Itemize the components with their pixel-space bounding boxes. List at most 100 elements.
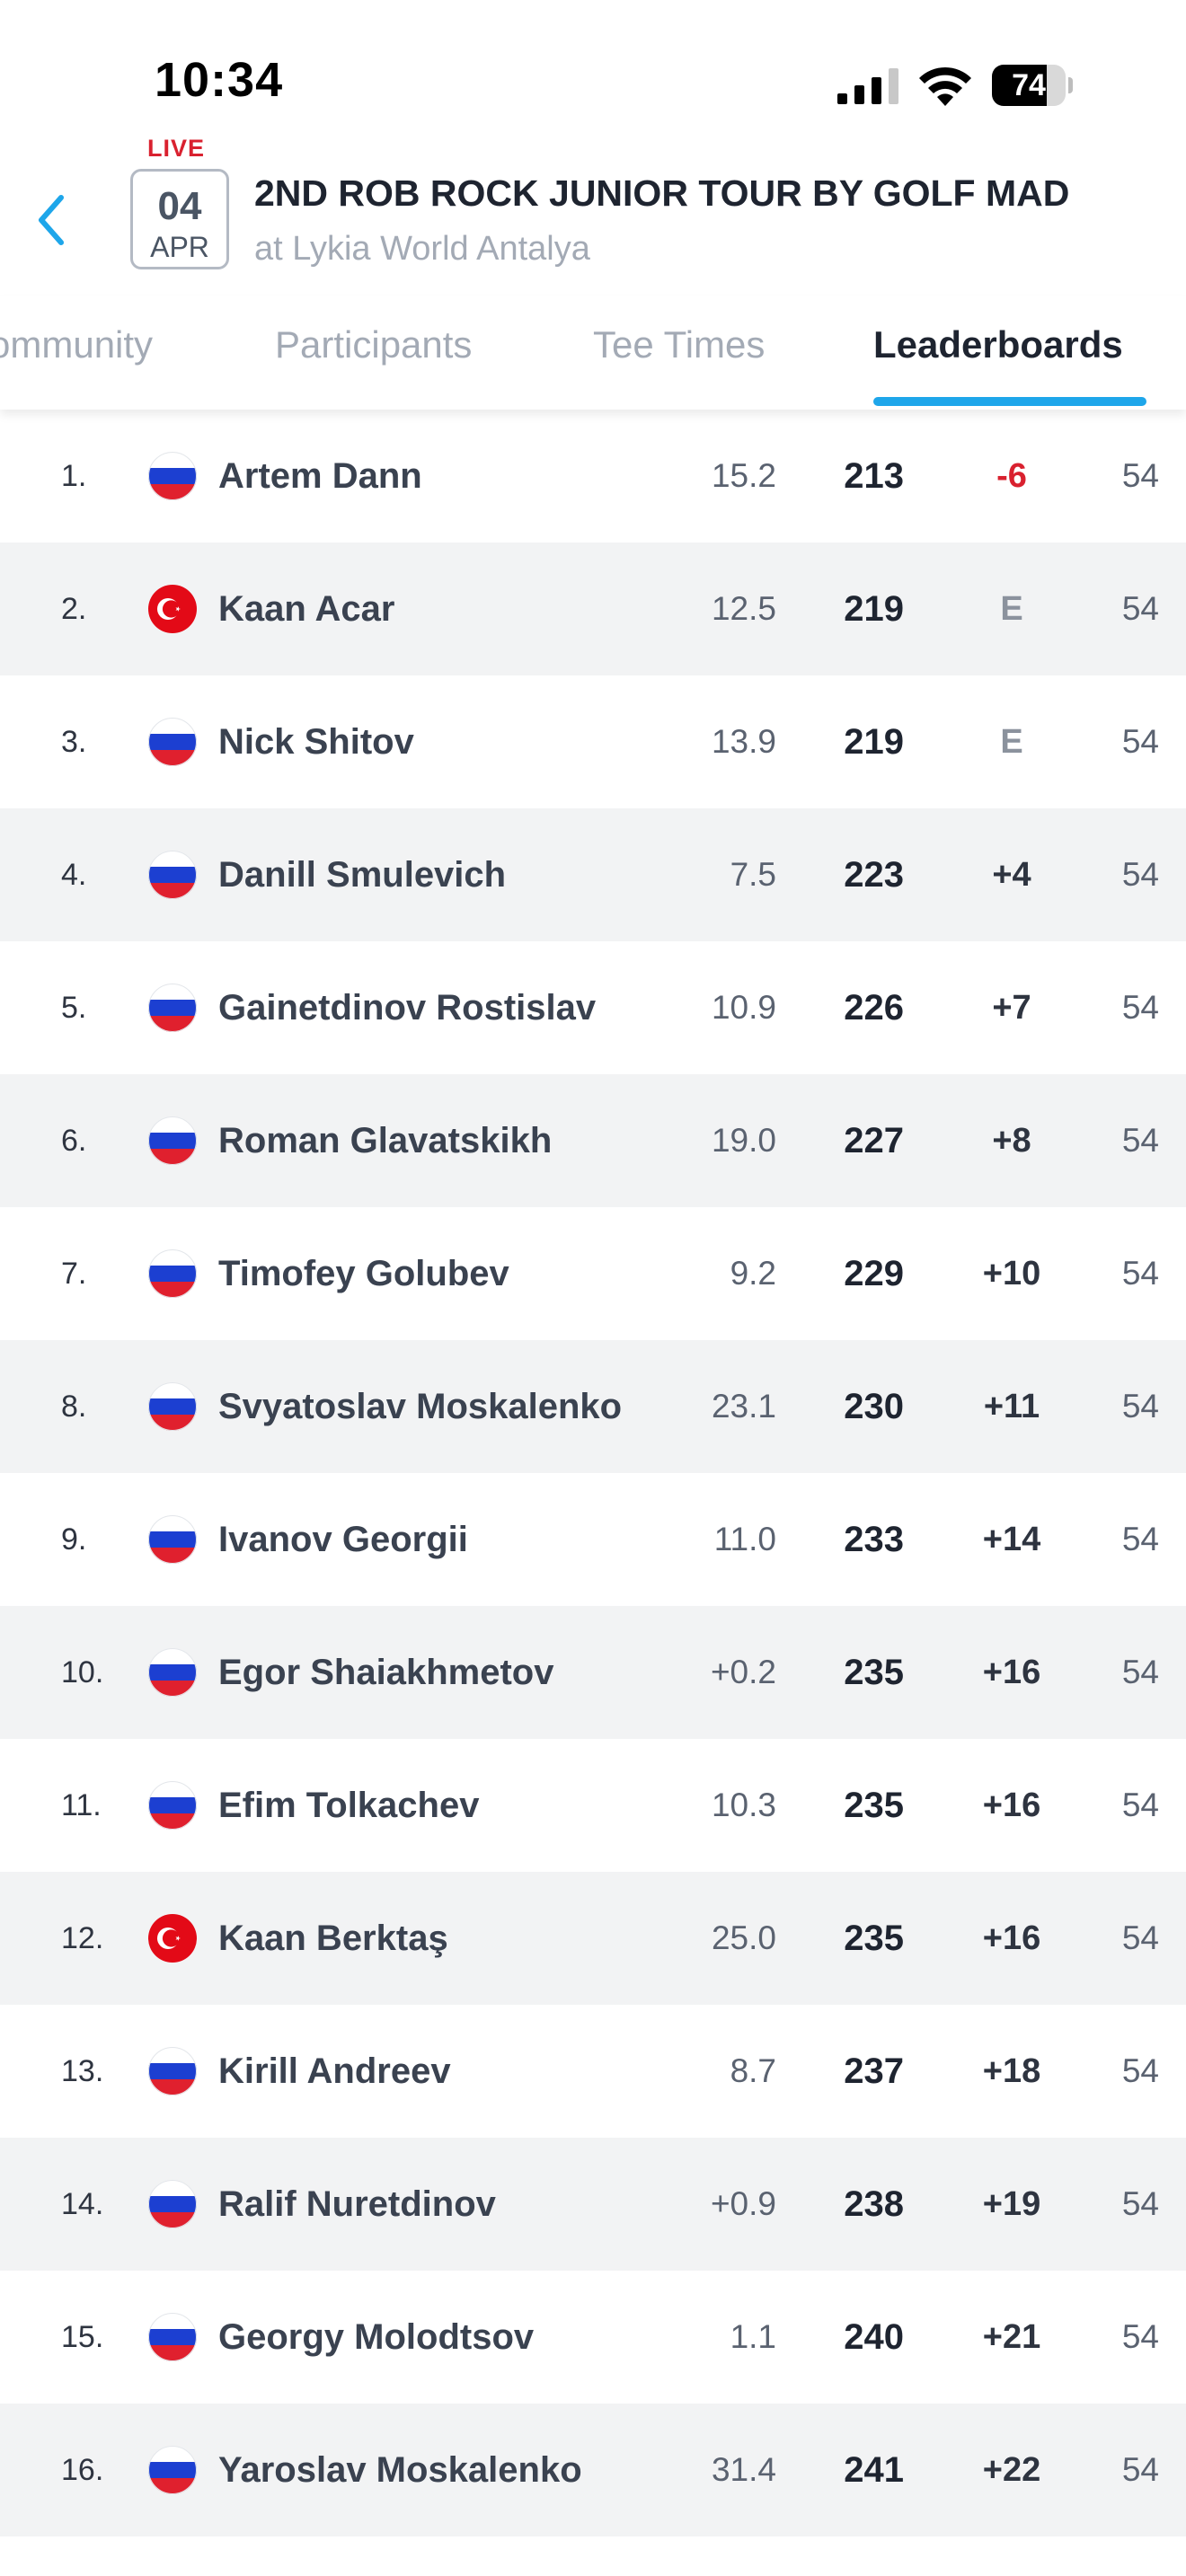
total-score: 235 [844, 1919, 904, 1958]
russia-flag-icon [148, 1648, 197, 1697]
player-name[interactable]: Efim Tolkachev [218, 1786, 480, 1825]
to-par: +10 [982, 1255, 1041, 1292]
player-name[interactable]: Nick Shitov [218, 722, 414, 762]
total-score: 235 [844, 1786, 904, 1825]
player-name[interactable]: Gainetdinov Rostislav [218, 988, 597, 1028]
handicap: 13.9 [711, 723, 776, 760]
tab-tee-times[interactable]: Tee Times [593, 323, 766, 366]
leaderboard-row[interactable]: 4. Danill Smulevich 7.5 223 +4 54 [0, 808, 1186, 941]
total-score: 241 [844, 2450, 904, 2490]
to-par: +4 [992, 856, 1031, 894]
player-name[interactable]: Egor Shaiakhmetov [218, 1653, 554, 1692]
handicap: 8.7 [730, 2052, 776, 2089]
chevron-left-icon[interactable] [31, 190, 70, 250]
player-name[interactable]: Georgy Molodtsov [218, 2317, 535, 2357]
tab-community[interactable]: ommunity [0, 323, 154, 366]
leaderboard-row[interactable]: 12. Kaan Berktaş 25.0 235 +16 54 [0, 1872, 1186, 2005]
russia-flag-icon [148, 1382, 197, 1431]
player-name[interactable]: Ralif Nuretdinov [218, 2184, 496, 2224]
leaderboard-row[interactable]: 14. Ralif Nuretdinov +0.9 238 +19 54 [0, 2138, 1186, 2271]
holes-played: 54 [1121, 457, 1159, 494]
player-name[interactable]: Danill Smulevich [218, 855, 507, 895]
position: 8. [61, 1389, 87, 1424]
handicap: 11.0 [713, 1521, 776, 1557]
russia-flag-icon [148, 718, 197, 766]
leaderboard-row[interactable]: 13. Kirill Andreev 8.7 237 +18 54 [0, 2005, 1186, 2138]
handicap: +0.9 [710, 2185, 776, 2222]
total-score: 233 [844, 1520, 904, 1559]
player-name[interactable]: Roman Glavatskikh [218, 1121, 553, 1160]
status-time: 10:34 [155, 53, 284, 107]
total-score: 240 [844, 2317, 904, 2357]
holes-played: 54 [1121, 1786, 1159, 1823]
leaderboard-row[interactable]: 3. Nick Shitov 13.9 219 E 54 [0, 675, 1186, 808]
handicap: 1.1 [730, 2318, 776, 2355]
holes-played: 54 [1121, 2451, 1159, 2488]
player-name[interactable]: Timofey Golubev [218, 1254, 509, 1293]
leaderboard-row[interactable]: 8. Svyatoslav Moskalenko 23.1 230 +11 54 [0, 1340, 1186, 1473]
handicap: 10.9 [711, 989, 776, 1026]
player-name[interactable]: Svyatoslav Moskalenko [218, 1387, 623, 1426]
position: 9. [61, 1522, 87, 1557]
event-date-badge: 04 APR [130, 169, 229, 269]
wifi-icon [919, 66, 971, 106]
total-score: 219 [844, 589, 904, 629]
total-score: 219 [844, 722, 904, 762]
leaderboard-row[interactable]: 7. Timofey Golubev 9.2 229 +10 54 [0, 1207, 1186, 1340]
leaderboard-row[interactable]: 10. Egor Shaiakhmetov +0.2 235 +16 54 [0, 1606, 1186, 1739]
russia-flag-icon [148, 1781, 197, 1830]
leaderboard-row[interactable]: 2. Kaan Acar 12.5 219 E 54 [0, 543, 1186, 675]
event-venue: at Lykia World Antalya [254, 230, 590, 268]
to-par: -6 [996, 457, 1027, 495]
holes-played: 54 [1121, 1919, 1159, 1956]
position: 7. [61, 1257, 87, 1291]
leaderboard-row[interactable]: 1. Artem Dann 15.2 213 -6 54 [0, 410, 1186, 543]
battery-fill [992, 65, 1047, 106]
holes-played: 54 [1121, 590, 1159, 627]
holes-played: 54 [1121, 1388, 1159, 1425]
event-title: 2ND ROB ROCK JUNIOR TOUR BY GOLF MAD [254, 172, 1070, 214]
leaderboard-row[interactable]: 11. Efim Tolkachev 10.3 235 +16 54 [0, 1739, 1186, 1872]
total-score: 226 [844, 988, 904, 1028]
player-name[interactable]: Ivanov Georgii [218, 1520, 468, 1559]
russia-flag-icon [148, 452, 197, 500]
leaderboard-row[interactable]: 15. Georgy Molodtsov 1.1 240 +21 54 [0, 2271, 1186, 2404]
russia-flag-icon [148, 2446, 197, 2494]
holes-played: 54 [1121, 1654, 1159, 1690]
player-name[interactable]: Kirill Andreev [218, 2051, 451, 2091]
russia-flag-icon [148, 1249, 197, 1298]
to-par: +16 [982, 1654, 1041, 1691]
leaderboard-row[interactable]: 5. Gainetdinov Rostislav 10.9 226 +7 54 [0, 941, 1186, 1074]
position: 15. [61, 2320, 104, 2354]
to-par: +21 [982, 2318, 1041, 2356]
to-par: +7 [992, 989, 1031, 1027]
position: 5. [61, 991, 87, 1025]
total-score: 237 [844, 2051, 904, 2091]
total-score: 223 [844, 855, 904, 895]
holes-played: 54 [1121, 2318, 1159, 2355]
holes-played: 54 [1121, 1255, 1159, 1292]
player-name[interactable]: Kaan Berktaş [218, 1919, 448, 1958]
event-date-day: 04 [157, 184, 202, 228]
position: 16. [61, 2453, 104, 2487]
holes-played: 54 [1121, 2052, 1159, 2089]
holes-played: 54 [1121, 1122, 1159, 1159]
russia-flag-icon [148, 984, 197, 1032]
holes-played: 54 [1121, 2185, 1159, 2222]
leaderboard-row[interactable]: 9. Ivanov Georgii 11.0 233 +14 54 [0, 1473, 1186, 1606]
battery-tip [1068, 77, 1073, 93]
leaderboard-row[interactable]: 16. Yaroslav Moskalenko 31.4 241 +22 54 [0, 2404, 1186, 2536]
to-par: +22 [982, 2451, 1041, 2489]
handicap: 7.5 [730, 856, 776, 893]
position: 4. [61, 858, 87, 892]
tab-leaderboards[interactable]: Leaderboards [873, 323, 1123, 366]
to-par: +18 [982, 2052, 1041, 2090]
player-name[interactable]: Kaan Acar [218, 589, 395, 629]
player-name[interactable]: Artem Dann [218, 456, 422, 496]
holes-played: 54 [1121, 989, 1159, 1026]
russia-flag-icon [148, 2180, 197, 2228]
player-name[interactable]: Yaroslav Moskalenko [218, 2450, 582, 2490]
tab-participants[interactable]: Participants [275, 323, 473, 366]
holes-played: 54 [1121, 856, 1159, 893]
leaderboard-row[interactable]: 6. Roman Glavatskikh 19.0 227 +8 54 [0, 1074, 1186, 1207]
